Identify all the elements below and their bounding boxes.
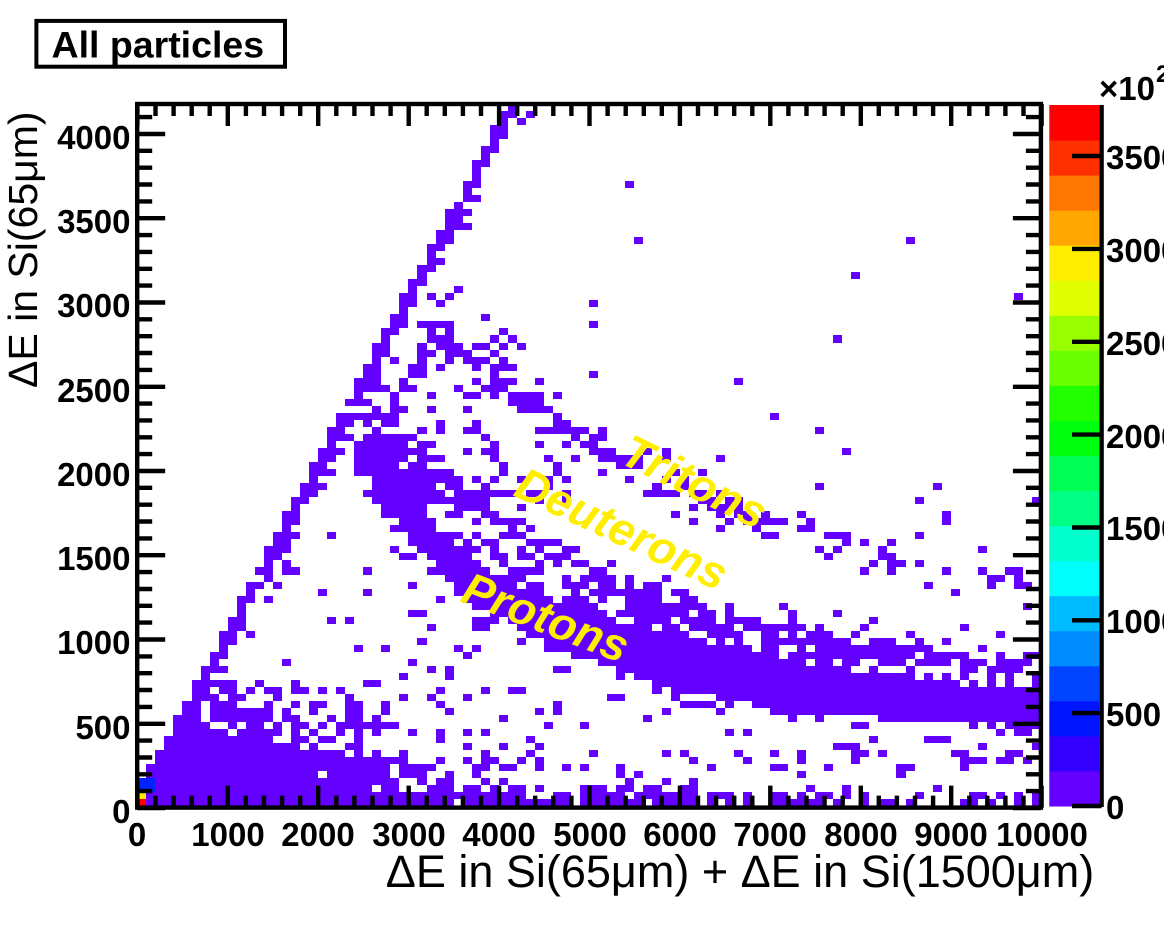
svg-text:2: 2 bbox=[1156, 61, 1164, 88]
svg-text:2000: 2000 bbox=[281, 816, 354, 853]
svg-text:All particles: All particles bbox=[52, 24, 265, 66]
svg-text:2000: 2000 bbox=[1106, 418, 1164, 455]
svg-text:7000: 7000 bbox=[733, 816, 806, 853]
svg-text:5000: 5000 bbox=[553, 816, 626, 853]
svg-text:2500: 2500 bbox=[57, 372, 130, 409]
svg-text:3500: 3500 bbox=[1106, 139, 1164, 176]
svg-text:1000: 1000 bbox=[191, 816, 264, 853]
svg-text:6000: 6000 bbox=[643, 816, 716, 853]
svg-text:1000: 1000 bbox=[1106, 603, 1164, 640]
svg-text:1500: 1500 bbox=[1106, 510, 1164, 547]
svg-text:4000: 4000 bbox=[462, 816, 535, 853]
svg-text:500: 500 bbox=[75, 709, 130, 746]
svg-text:1000: 1000 bbox=[57, 624, 130, 661]
svg-text:8000: 8000 bbox=[824, 816, 897, 853]
svg-text:×10: ×10 bbox=[1099, 70, 1155, 107]
svg-text:0: 0 bbox=[1106, 789, 1124, 826]
svg-text:0: 0 bbox=[128, 816, 146, 853]
svg-text:3000: 3000 bbox=[372, 816, 445, 853]
svg-text:9000: 9000 bbox=[914, 816, 987, 853]
svg-text:2500: 2500 bbox=[1106, 325, 1164, 362]
svg-text:3000: 3000 bbox=[1106, 232, 1164, 269]
svg-text:10000: 10000 bbox=[996, 816, 1088, 853]
svg-text:500: 500 bbox=[1106, 696, 1161, 733]
svg-text:2000: 2000 bbox=[57, 456, 130, 493]
svg-text:3500: 3500 bbox=[57, 203, 130, 240]
svg-text:4000: 4000 bbox=[57, 119, 130, 156]
svg-text:ΔE in Si(65μm) + ΔE in Si(1500: ΔE in Si(65μm) + ΔE in Si(1500μm) bbox=[386, 846, 1094, 897]
svg-text:0: 0 bbox=[112, 793, 130, 830]
svg-text:ΔE in Si(65μm): ΔE in Si(65μm) bbox=[0, 111, 46, 388]
svg-text:1500: 1500 bbox=[57, 540, 130, 577]
svg-text:3000: 3000 bbox=[57, 287, 130, 324]
